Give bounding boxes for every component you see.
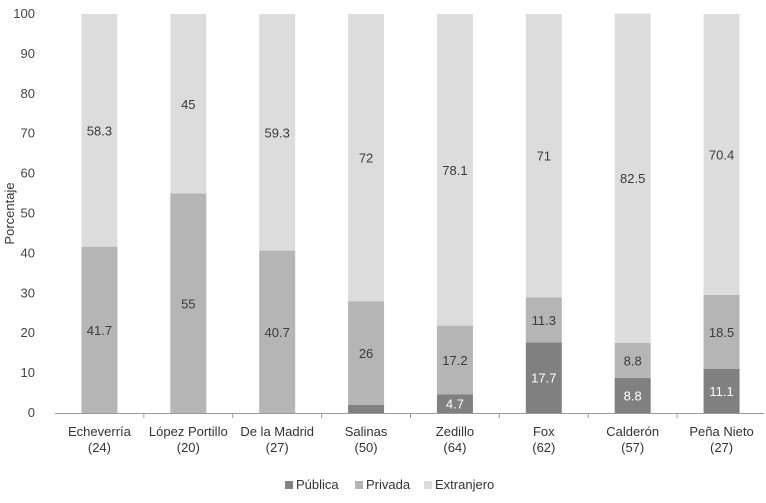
category-label: Peña Nieto (27) <box>689 424 753 455</box>
data-label: 55 <box>181 296 195 311</box>
legend-swatch <box>424 481 432 489</box>
category-name: De la Madrid <box>240 424 314 439</box>
bar-segment-privada <box>259 250 296 413</box>
bar-segment-extranjero <box>525 14 562 298</box>
category-count: (24) <box>88 440 111 455</box>
data-label: 78.1 <box>442 163 467 178</box>
data-label: 17.2 <box>442 353 467 368</box>
category-name: Echeverría <box>68 424 132 439</box>
bar-segment-extranjero <box>348 14 385 302</box>
data-label: 40.7 <box>265 325 290 340</box>
category-count: (64) <box>443 440 466 455</box>
data-label: 82.5 <box>620 171 645 186</box>
category-name: López Portillo <box>149 424 228 439</box>
y-tick-label: 90 <box>21 46 35 61</box>
data-label: 41.7 <box>87 323 112 338</box>
bar-segment-extranjero <box>170 14 207 194</box>
legend-label: Pública <box>296 477 339 492</box>
data-label: 70.4 <box>709 147 734 162</box>
bar-segment-pública <box>436 394 473 413</box>
data-label: 4.7 <box>446 397 464 412</box>
bar-segment-privada <box>81 246 118 413</box>
y-tick-label: 100 <box>13 6 35 21</box>
legend: Pública Privada Extranjero <box>285 477 494 492</box>
data-label: 11.3 <box>532 313 556 328</box>
data-label: 26 <box>359 346 373 361</box>
y-tick-label: 30 <box>21 285 35 300</box>
bars: 41.7 58.3 55 45 40.7 59.3 26 72 4.7 17.2 78.1 17.7 1… <box>81 13 740 413</box>
data-label: 71 <box>537 149 551 164</box>
bar-segment-pública <box>348 405 385 413</box>
data-label: 45 <box>181 97 195 112</box>
bar-segment-extranjero <box>259 14 296 251</box>
y-tick-label: 60 <box>21 166 35 181</box>
y-tick-label: 50 <box>21 206 35 221</box>
category-label: Fox (62) <box>532 424 555 455</box>
category-count: (50) <box>355 440 378 455</box>
data-label: 11.1 <box>709 384 733 399</box>
category-name: Salinas <box>345 424 388 439</box>
category-name: Zedillo <box>436 424 474 439</box>
y-axis-label: Porcentaje <box>2 182 17 244</box>
category-label: Echeverría (24) <box>68 424 132 455</box>
data-label: 72 <box>359 151 373 166</box>
bar-segment-privada <box>170 193 207 413</box>
category-count: (20) <box>177 440 200 455</box>
category-count: (62) <box>532 440 555 455</box>
y-tick-label: 70 <box>21 126 35 141</box>
category-label: Zedillo (64) <box>436 424 474 455</box>
bar-segment-privada <box>614 342 651 378</box>
category-name: Fox <box>533 424 555 439</box>
category-label: Salinas (50) <box>345 424 388 455</box>
category-label: López Portillo (20) <box>149 424 228 455</box>
y-tick-label: 40 <box>21 245 35 260</box>
category-label: Calderón (57) <box>606 424 659 455</box>
y-tick-label: 20 <box>21 325 35 340</box>
bar-segment-pública <box>614 377 651 413</box>
data-label: 58.3 <box>87 123 112 138</box>
legend-label: Extranjero <box>435 477 494 492</box>
category-count: (27) <box>710 440 733 455</box>
y-tick-label: 0 <box>28 405 35 420</box>
bar-segment-extranjero <box>436 14 473 326</box>
category-name: Calderón <box>606 424 659 439</box>
category-name: Peña Nieto <box>689 424 753 439</box>
bar-segment-pública <box>703 368 740 413</box>
bar-segment-extranjero <box>614 13 651 343</box>
bar-segment-extranjero <box>703 14 740 295</box>
data-label: 17.7 <box>531 371 556 386</box>
category-count: (57) <box>621 440 644 455</box>
bar-segment-privada <box>436 325 473 395</box>
y-axis-title: Porcentaje <box>2 182 17 244</box>
bar-segment-extranjero <box>81 14 118 247</box>
bar-segment-privada <box>525 297 562 343</box>
bar-segment-privada <box>703 294 740 369</box>
legend-label: Privada <box>366 477 411 492</box>
bar-segment-pública <box>525 342 562 413</box>
y-tick-label: 80 <box>21 86 35 101</box>
y-tick-label: 10 <box>21 365 35 380</box>
x-axis: Echeverría (24) López Portillo (20) De la Ma… <box>68 413 754 455</box>
legend-swatch <box>355 481 363 489</box>
category-label: De la Madrid (27) <box>240 424 314 455</box>
data-label: 8.8 <box>624 388 642 403</box>
legend-swatch <box>285 481 293 489</box>
data-label: 8.8 <box>624 353 642 368</box>
bar-segment-privada <box>348 301 385 406</box>
y-axis: 0 10 20 30 40 50 60 70 80 90 100 <box>13 6 764 420</box>
category-count: (27) <box>266 440 289 455</box>
data-label: 18.5 <box>709 325 734 340</box>
data-label: 59.3 <box>265 125 290 140</box>
